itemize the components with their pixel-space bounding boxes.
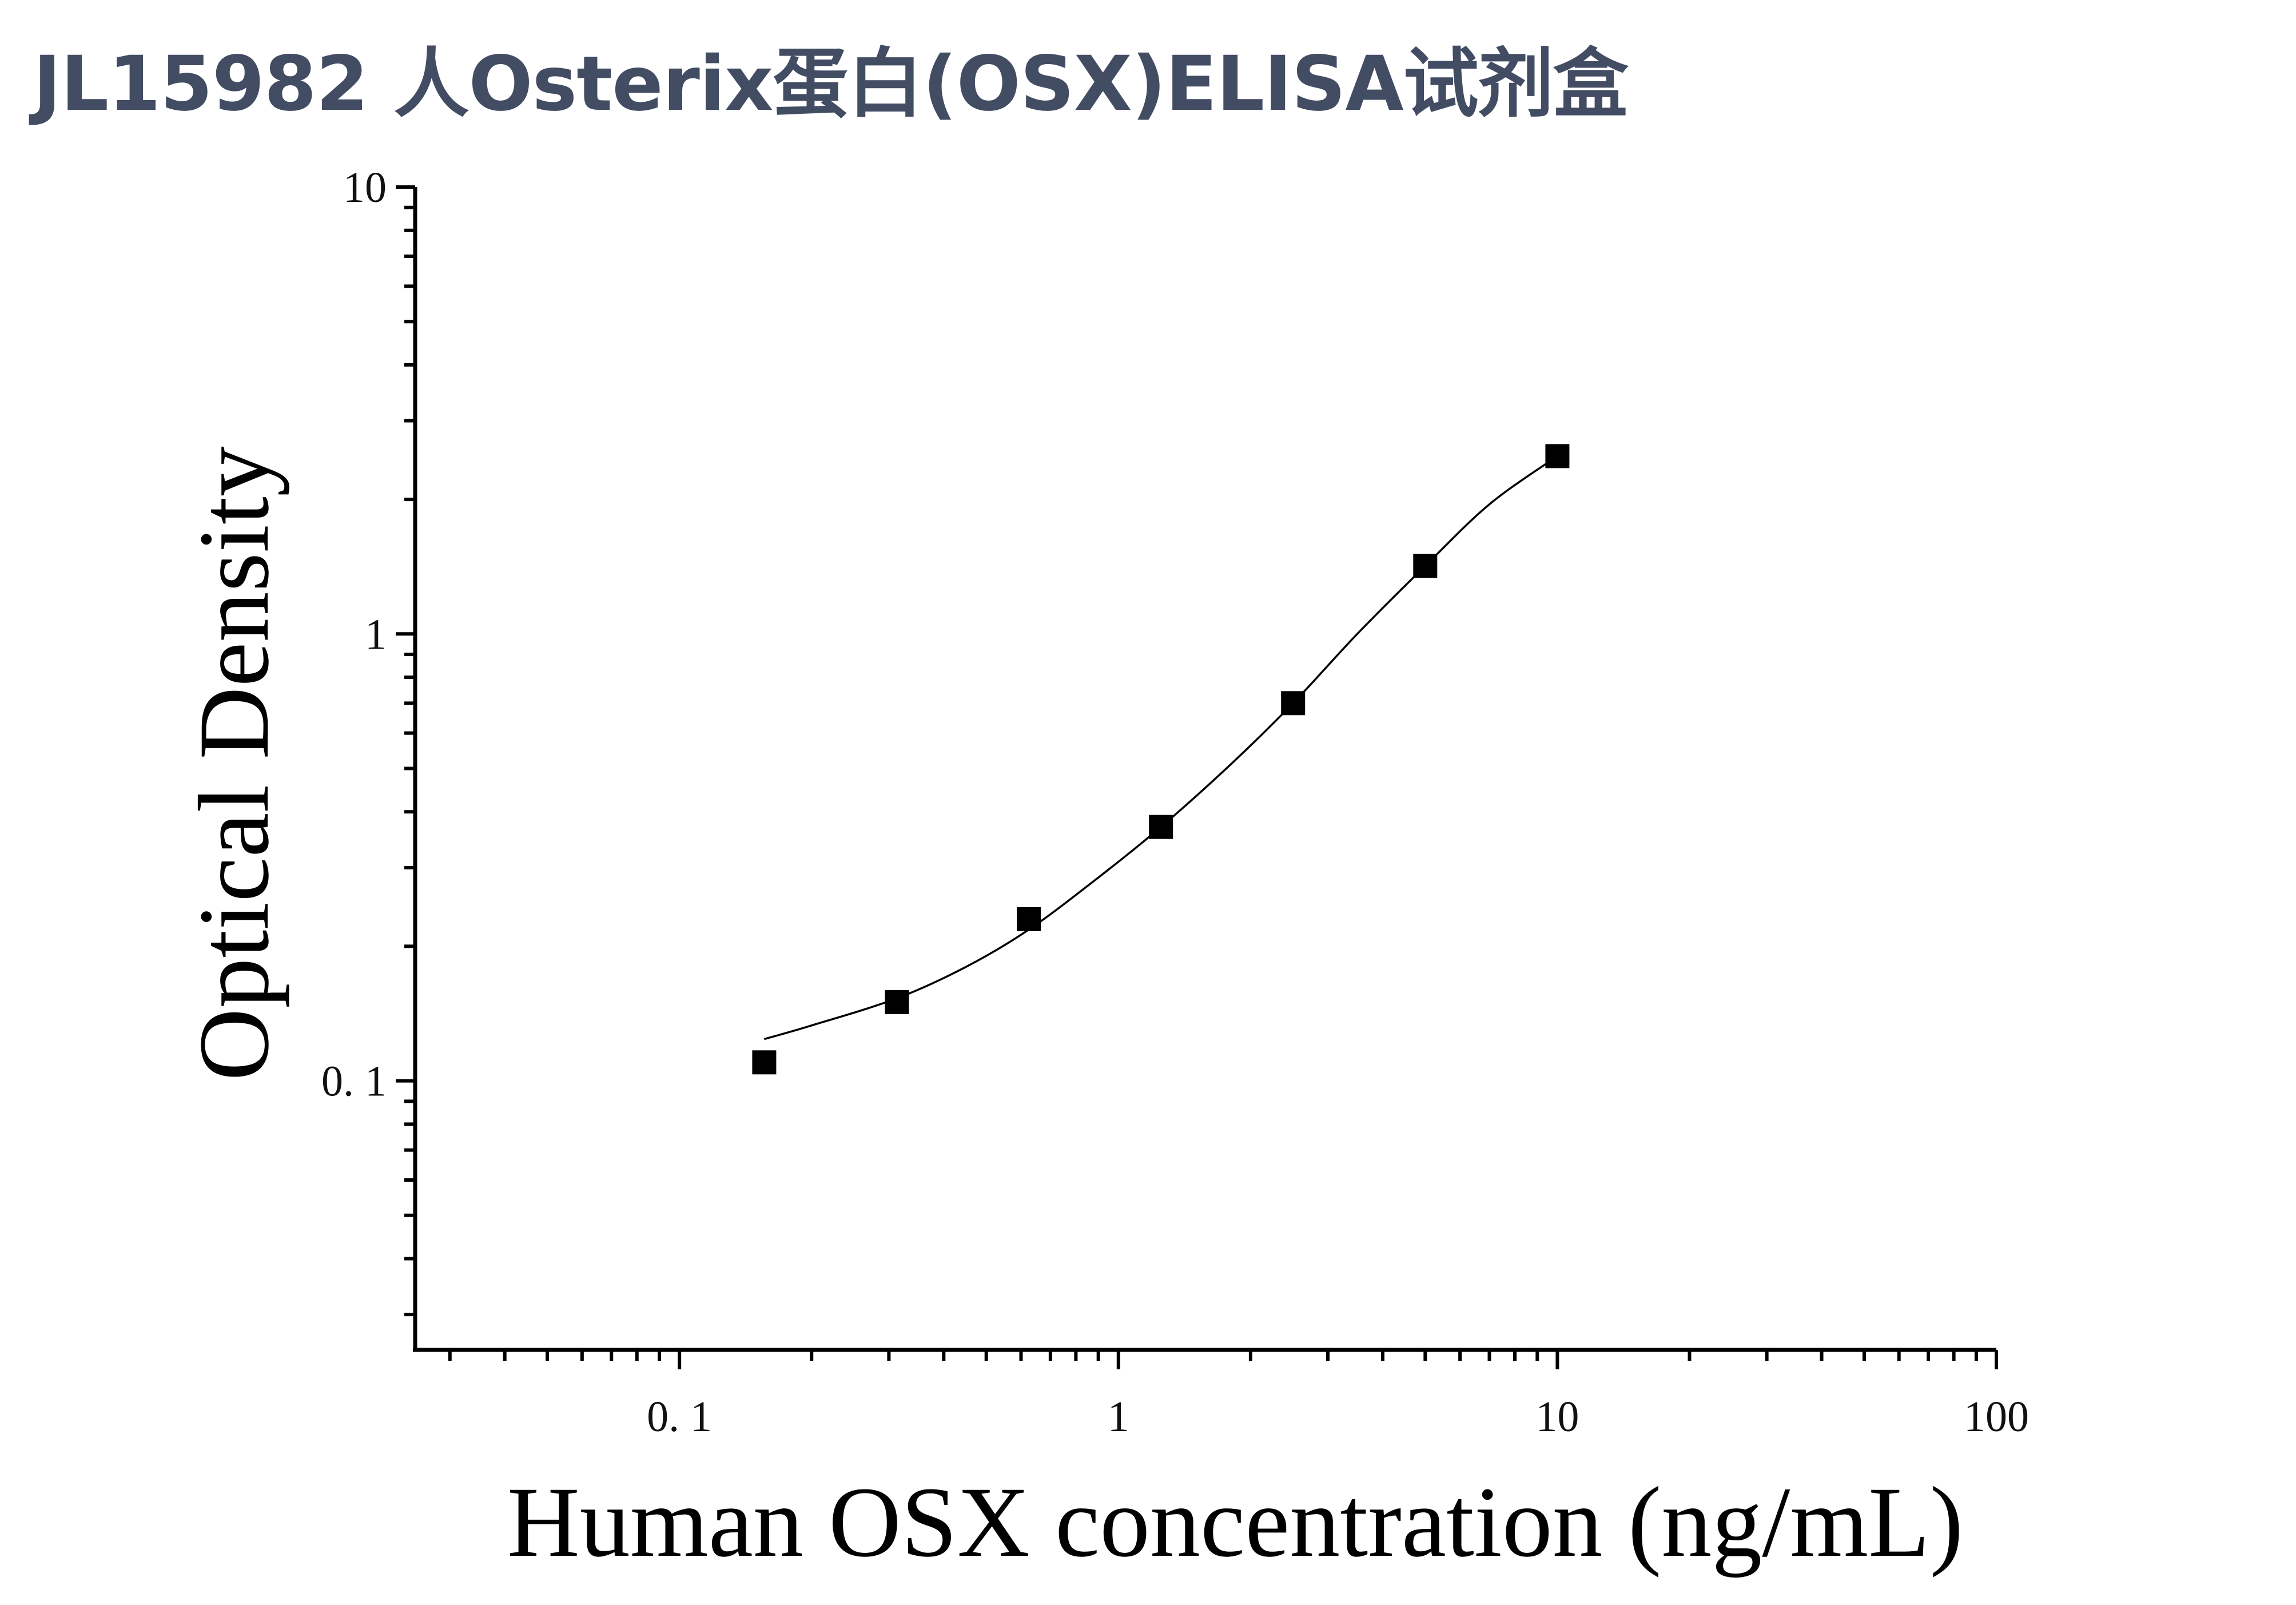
data-point: [1017, 907, 1041, 931]
axis-ticks: [396, 185, 1998, 1369]
tick-labels: 0. 1 1 10 100 0. 1 1 10: [321, 164, 2029, 1441]
x-tick-label: 0. 1: [647, 1393, 712, 1441]
fit-curve: [763, 455, 1558, 1040]
data-points: [752, 444, 1570, 1075]
data-point: [1149, 815, 1173, 839]
x-tick-label: 1: [1108, 1393, 1129, 1441]
x-axis-title: Human OSX concentration (ng/mL): [507, 1467, 1964, 1578]
fit-curve-group: [763, 455, 1558, 1040]
data-point: [752, 1050, 777, 1075]
data-point: [885, 990, 909, 1014]
y-tick-label: 0. 1: [321, 1058, 387, 1106]
data-point: [1545, 444, 1570, 468]
data-point: [1413, 554, 1438, 578]
chart-title: JL15982 人Osterix蛋白(OSX)ELISA试剂盒: [33, 40, 1629, 128]
y-tick-label: 1: [365, 610, 387, 658]
y-tick-label: 10: [343, 164, 387, 212]
y-axis-title: Optical Density: [178, 446, 290, 1081]
x-tick-label: 10: [1535, 1393, 1579, 1441]
x-tick-label: 100: [1964, 1393, 2029, 1441]
data-point: [1281, 691, 1306, 716]
